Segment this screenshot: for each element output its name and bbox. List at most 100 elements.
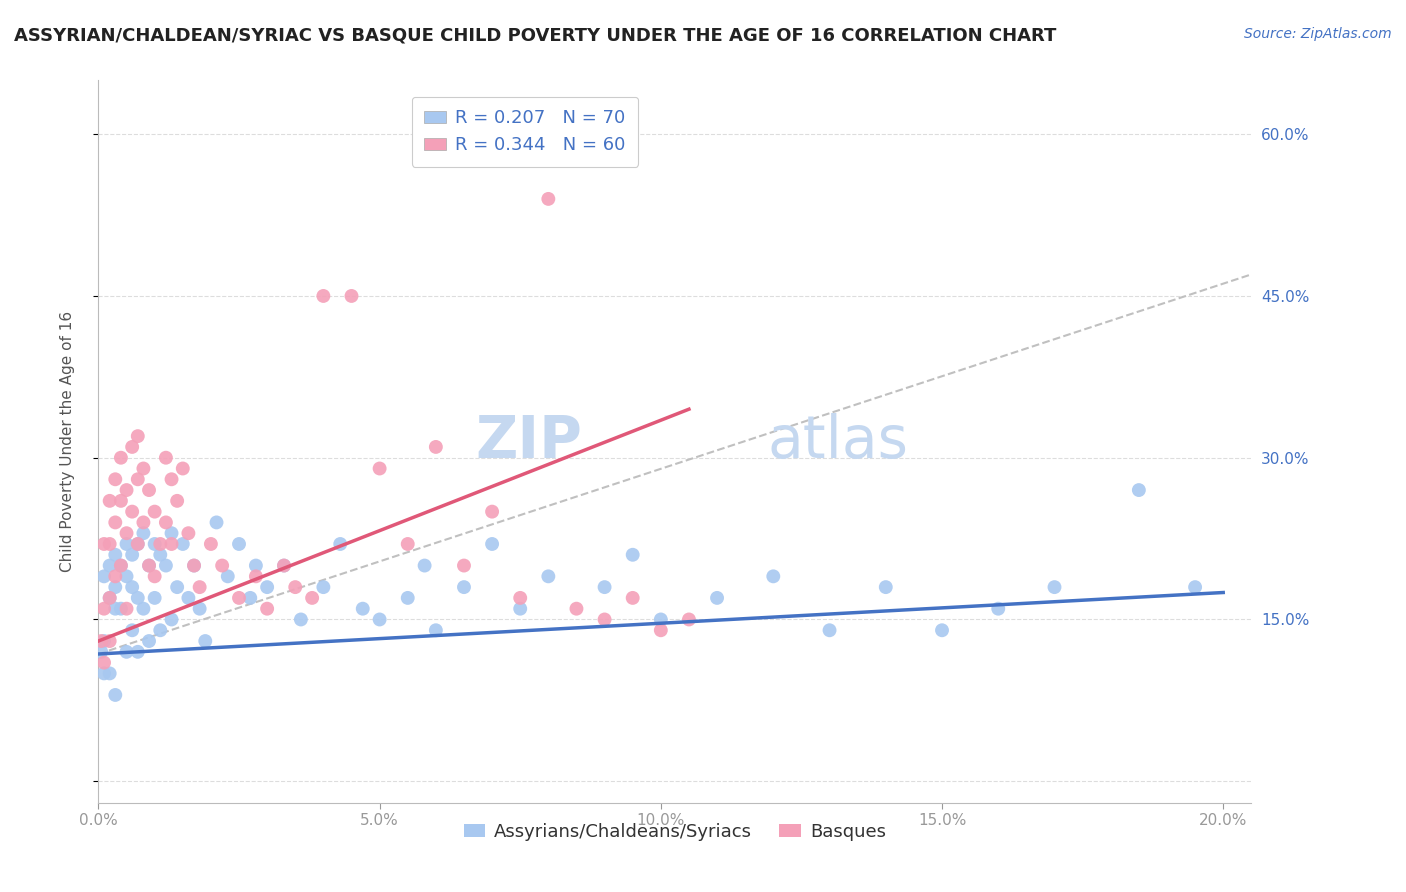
Point — [509, 601, 531, 615]
Point — [127, 472, 149, 486]
Point — [818, 624, 841, 638]
Point — [509, 591, 531, 605]
Point — [104, 601, 127, 615]
Point — [706, 591, 728, 605]
Point — [256, 580, 278, 594]
Point — [565, 601, 588, 615]
Point — [987, 601, 1010, 615]
Point — [650, 612, 672, 626]
Point — [93, 569, 115, 583]
Point — [211, 558, 233, 573]
Point — [166, 493, 188, 508]
Point — [188, 601, 211, 615]
Point — [98, 558, 121, 573]
Point — [121, 580, 143, 594]
Point — [290, 612, 312, 626]
Point — [481, 505, 503, 519]
Point — [104, 548, 127, 562]
Text: ASSYRIAN/CHALDEAN/SYRIAC VS BASQUE CHILD POVERTY UNDER THE AGE OF 16 CORRELATION: ASSYRIAN/CHALDEAN/SYRIAC VS BASQUE CHILD… — [14, 27, 1056, 45]
Point — [1128, 483, 1150, 497]
Point — [183, 558, 205, 573]
Point — [110, 558, 132, 573]
Point — [127, 645, 149, 659]
Point — [104, 569, 127, 583]
Point — [368, 461, 391, 475]
Point — [273, 558, 295, 573]
Point — [396, 591, 419, 605]
Point — [121, 505, 143, 519]
Point — [115, 645, 138, 659]
Point — [93, 656, 115, 670]
Point — [593, 612, 616, 626]
Point — [1043, 580, 1066, 594]
Point — [160, 612, 183, 626]
Point — [537, 569, 560, 583]
Point — [172, 461, 194, 475]
Point — [127, 591, 149, 605]
Point — [132, 516, 155, 530]
Point — [245, 558, 267, 573]
Point — [138, 558, 160, 573]
Point — [90, 645, 112, 659]
Point — [115, 601, 138, 615]
Point — [650, 624, 672, 638]
Point — [138, 483, 160, 497]
Point — [160, 472, 183, 486]
Legend: Assyrians/Chaldeans/Syriacs, Basques: Assyrians/Chaldeans/Syriacs, Basques — [457, 815, 893, 848]
Point — [98, 537, 121, 551]
Point — [127, 537, 149, 551]
Point — [138, 634, 160, 648]
Point — [273, 558, 295, 573]
Point — [875, 580, 897, 594]
Point — [301, 591, 323, 605]
Point — [98, 634, 121, 648]
Point — [177, 526, 200, 541]
Point — [132, 526, 155, 541]
Point — [228, 591, 250, 605]
Point — [155, 516, 177, 530]
Text: atlas: atlas — [768, 413, 908, 470]
Point — [312, 289, 335, 303]
Point — [127, 537, 149, 551]
Point — [149, 537, 172, 551]
Point — [98, 591, 121, 605]
Point — [160, 526, 183, 541]
Point — [160, 537, 183, 551]
Y-axis label: Child Poverty Under the Age of 16: Child Poverty Under the Age of 16 — [60, 311, 75, 572]
Point — [93, 601, 115, 615]
Point — [90, 634, 112, 648]
Point — [177, 591, 200, 605]
Point — [138, 558, 160, 573]
Point — [115, 526, 138, 541]
Point — [312, 580, 335, 594]
Point — [155, 558, 177, 573]
Point — [172, 537, 194, 551]
Point — [132, 601, 155, 615]
Point — [481, 537, 503, 551]
Point — [143, 569, 166, 583]
Point — [284, 580, 307, 594]
Point — [143, 537, 166, 551]
Point — [256, 601, 278, 615]
Point — [352, 601, 374, 615]
Point — [110, 601, 132, 615]
Point — [98, 493, 121, 508]
Point — [239, 591, 262, 605]
Point — [143, 505, 166, 519]
Point — [115, 537, 138, 551]
Point — [205, 516, 228, 530]
Point — [93, 666, 115, 681]
Point — [166, 580, 188, 594]
Point — [104, 516, 127, 530]
Point — [396, 537, 419, 551]
Point — [425, 624, 447, 638]
Point — [200, 537, 222, 551]
Point — [931, 624, 953, 638]
Point — [245, 569, 267, 583]
Point — [425, 440, 447, 454]
Text: Source: ZipAtlas.com: Source: ZipAtlas.com — [1244, 27, 1392, 41]
Point — [115, 569, 138, 583]
Point — [127, 429, 149, 443]
Point — [188, 580, 211, 594]
Point — [110, 493, 132, 508]
